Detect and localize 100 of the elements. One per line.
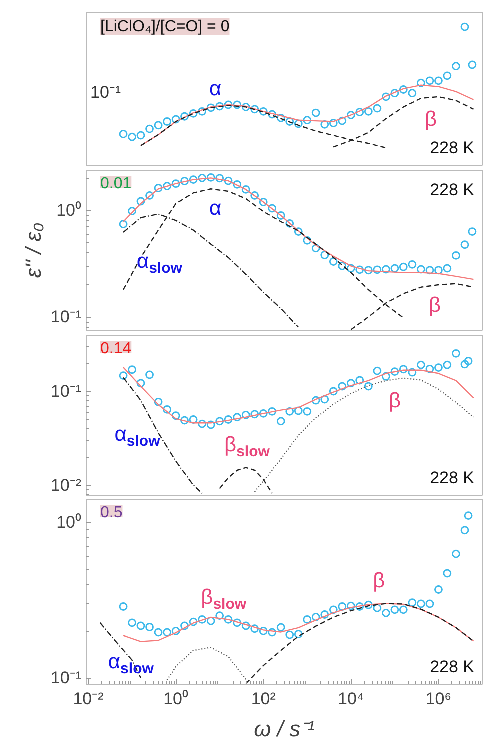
point [276,212,286,220]
point [346,111,356,120]
point [128,366,136,374]
point [224,416,233,424]
point [233,100,242,110]
point [356,602,364,611]
point [206,104,216,112]
point [128,132,136,142]
point [452,252,460,260]
point [434,76,443,86]
point [468,228,477,236]
chart-title: [LiClO₄]/[C=O] = 0 [100,18,230,36]
point [452,62,460,71]
x-tick-label: 10² [251,690,276,708]
point [390,368,400,376]
point [338,262,347,270]
point [119,220,128,228]
point [119,602,128,611]
point [417,265,426,274]
point [233,413,242,422]
point [189,176,198,184]
point [206,616,216,626]
point [434,266,443,275]
point [136,379,146,388]
point [417,600,426,608]
annotation: β [428,294,442,318]
point [382,372,390,381]
annotation: β [424,108,438,132]
point [180,177,189,186]
chart-title: 0.01 [100,176,132,192]
point [136,622,146,630]
x-tick-label: 10⁻² [73,690,104,708]
point [259,107,268,116]
chart-title: 0.5 [100,504,123,522]
point [242,103,250,112]
point [276,623,286,632]
point [180,622,189,630]
point [408,260,417,269]
y-tick-label: 10⁰ [56,512,82,532]
point [268,204,277,213]
point [180,112,189,121]
point [320,395,330,404]
annotation: 228 K [430,468,476,488]
point [286,219,294,228]
point [259,198,268,206]
point [417,360,426,370]
point [356,108,364,117]
point [154,121,163,130]
annotation: 228 K [430,658,476,676]
point [136,131,146,140]
point [154,628,163,637]
annotation: 10⁻¹ [90,83,122,102]
point [198,616,207,624]
point [399,365,408,374]
point [276,417,286,426]
point [303,236,312,245]
point [356,376,364,385]
point [286,118,294,126]
point [346,264,356,273]
point [434,586,443,594]
point [382,608,390,618]
point [468,60,477,70]
point [303,407,312,416]
point [382,92,390,102]
point [329,606,338,614]
point [276,114,286,122]
point [216,102,224,111]
chart-title: 0.14 [100,340,132,358]
point [242,186,250,194]
y-tick-label: 10⁻¹ [50,308,82,327]
annotation: β [388,390,402,413]
y-tick-label: 10⁻¹ [50,668,82,688]
point [338,382,347,391]
point [250,410,260,419]
point [294,120,303,128]
point [128,207,136,216]
point [163,628,172,637]
point [443,72,452,80]
point [286,407,294,416]
point [259,410,268,418]
point [146,370,154,380]
annotation: 228 K [430,138,476,158]
x-tick-label: 10⁶ [426,690,452,708]
point [119,130,128,138]
point [224,176,233,186]
point [119,372,128,380]
point [294,406,303,416]
point [338,602,347,611]
point [452,349,460,358]
y-tick-label: 10⁻¹ [50,382,82,401]
point [224,616,233,624]
point [312,244,320,253]
y-tick-label: 10⁰ [56,200,82,220]
point [250,105,260,114]
y-tick-label: 10⁻² [50,476,82,495]
point [320,610,330,619]
point [189,110,198,118]
point [312,613,320,622]
point [329,387,338,396]
point [364,266,373,275]
